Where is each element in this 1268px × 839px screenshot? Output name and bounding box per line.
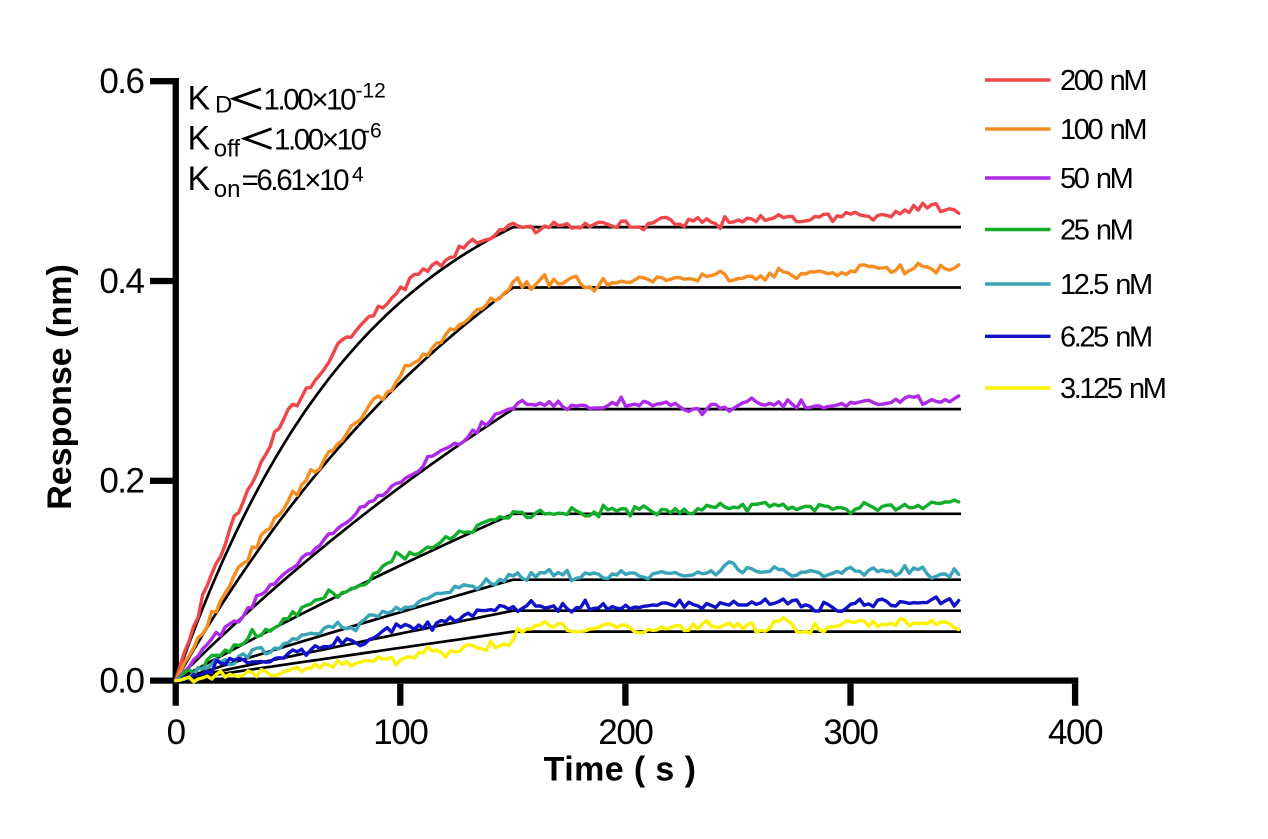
- svg-text:0.4: 0.4: [99, 262, 144, 301]
- svg-text:K: K: [188, 80, 211, 118]
- svg-text:K: K: [188, 160, 211, 198]
- svg-text:50 nM: 50 nM: [1060, 163, 1132, 195]
- svg-text:12.5 nM: 12.5 nM: [1060, 269, 1151, 301]
- svg-text:Time ( s ): Time ( s ): [544, 751, 697, 789]
- svg-text:0.2: 0.2: [99, 462, 143, 501]
- svg-text:300: 300: [823, 713, 878, 752]
- svg-text:0.6: 0.6: [99, 62, 143, 101]
- svg-text:200: 200: [598, 713, 653, 752]
- svg-text:200 nM: 200 nM: [1060, 65, 1145, 97]
- svg-text:Response (nm): Response (nm): [41, 264, 79, 510]
- svg-text:1.00×10: 1.00×10: [264, 84, 357, 117]
- svg-text:=6.61×10: =6.61×10: [242, 164, 349, 197]
- svg-text:1.00×10: 1.00×10: [274, 123, 367, 156]
- svg-text:3.125 nM: 3.125 nM: [1060, 373, 1165, 405]
- svg-text:100: 100: [373, 713, 428, 752]
- svg-text:-12: -12: [356, 80, 386, 103]
- svg-text:D: D: [215, 92, 232, 119]
- svg-text:on: on: [214, 176, 241, 203]
- svg-text:100 nM: 100 nM: [1060, 114, 1145, 146]
- svg-text:0: 0: [167, 713, 186, 752]
- svg-text:25 nM: 25 nM: [1060, 215, 1132, 247]
- svg-text:0.0: 0.0: [99, 661, 144, 700]
- svg-text:400: 400: [1048, 713, 1103, 752]
- svg-text:off: off: [214, 135, 241, 162]
- svg-text:-6: -6: [363, 119, 382, 142]
- svg-text:K: K: [188, 119, 211, 157]
- svg-text:6.25 nM: 6.25 nM: [1060, 322, 1151, 354]
- svg-text:4: 4: [352, 164, 364, 187]
